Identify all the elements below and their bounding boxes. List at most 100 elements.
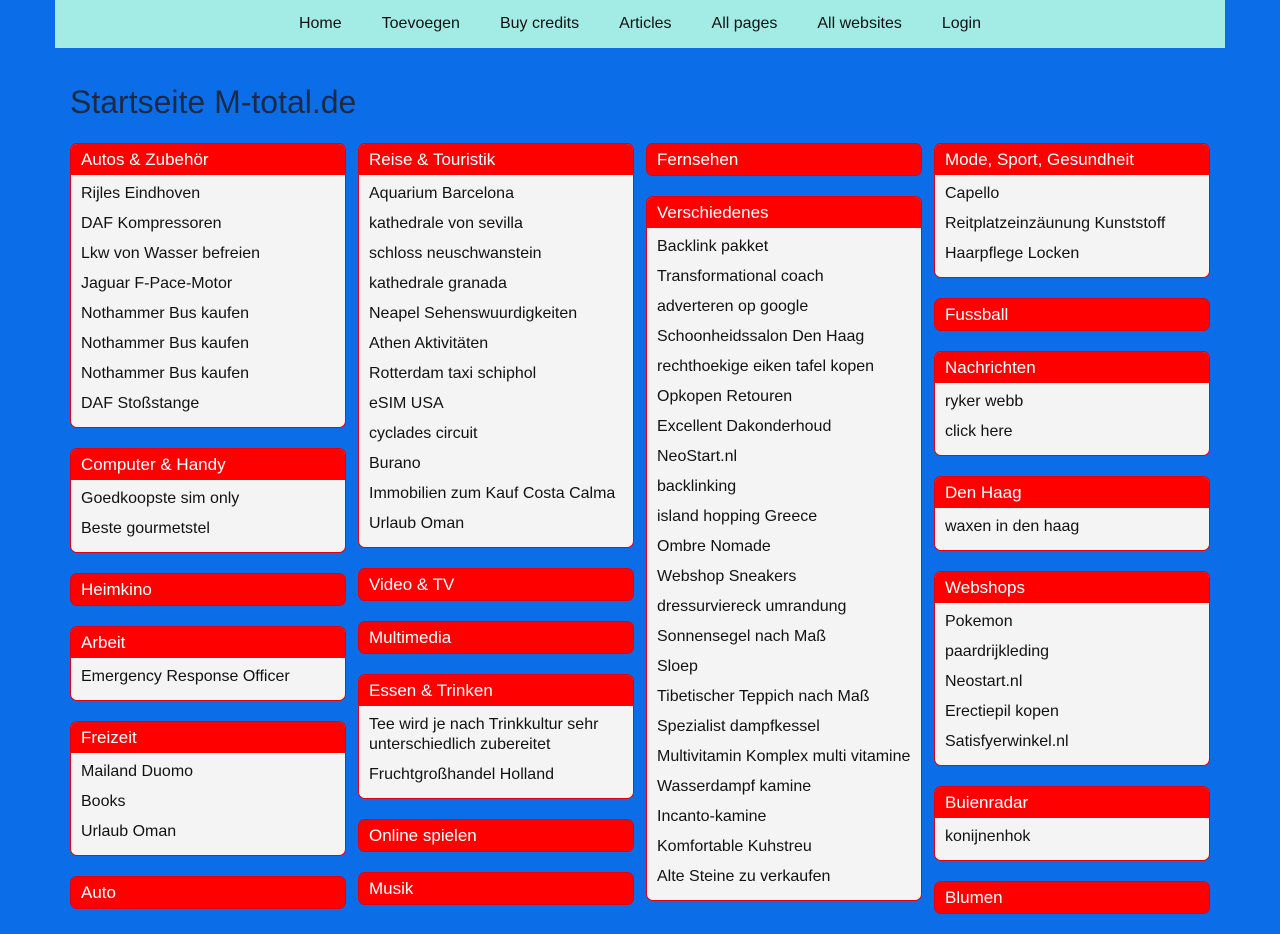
category-link[interactable]: Reitplatzeinzäunung Kunststoff [945, 215, 1166, 232]
category-header[interactable]: Auto [71, 877, 345, 908]
category-header[interactable]: Blumen [935, 882, 1209, 913]
category-link[interactable]: Alte Steine zu verkaufen [657, 868, 831, 885]
nav-buy-credits[interactable]: Buy credits [499, 15, 580, 32]
category-link[interactable]: NeoStart.nl [657, 448, 738, 465]
category-link[interactable]: Wasserdampf kamine [657, 778, 812, 795]
category-link[interactable]: Opkopen Retouren [657, 388, 793, 405]
category-link[interactable]: Excellent Dakonderhoud [657, 418, 832, 435]
category-link[interactable]: Multivitamin Komplex multi vitamine [657, 748, 911, 765]
category-header[interactable]: Mode, Sport, Gesundheit [935, 144, 1209, 175]
category-link[interactable]: konijnenhok [945, 828, 1031, 845]
category-link[interactable]: Nothammer Bus kaufen [81, 365, 250, 382]
category-link[interactable]: adverteren op google [657, 298, 809, 315]
category-link[interactable]: dressurviereck umrandung [657, 598, 847, 615]
category-link[interactable]: island hopping Greece [657, 508, 818, 525]
category-header[interactable]: Arbeit [71, 627, 345, 658]
category-link[interactable]: Nothammer Bus kaufen [81, 305, 250, 322]
category-link[interactable]: Athen Aktivitäten [369, 335, 489, 352]
column-4: Mode, Sport, Gesundheit Capello Reitplatze… [934, 143, 1210, 934]
category-link[interactable]: Capello [945, 185, 1000, 202]
category-link[interactable]: Beste gourmetstel [81, 520, 210, 537]
category-link[interactable]: click here [945, 423, 1013, 440]
category-header[interactable]: Fernsehen [647, 144, 921, 175]
category-link[interactable]: Tee wird je nach Trinkkultur sehr unters… [369, 716, 599, 753]
category-card-webshops: Webshops Pokemon paardrijkleding Neostart.n… [934, 571, 1210, 766]
category-link[interactable]: Fruchtgroßhandel Holland [369, 766, 554, 783]
category-link[interactable]: Burano [369, 455, 421, 472]
category-link[interactable]: DAF Stoßstange [81, 395, 200, 412]
category-header[interactable]: Fussball [935, 299, 1209, 330]
category-link[interactable]: Spezialist dampfkessel [657, 718, 820, 735]
page-title: Startseite M-total.de [70, 84, 357, 120]
category-link[interactable]: Nothammer Bus kaufen [81, 335, 250, 352]
category-link[interactable]: Aquarium Barcelona [369, 185, 514, 202]
category-link[interactable]: Webshop Sneakers [657, 568, 797, 585]
category-link[interactable]: waxen in den haag [945, 518, 1080, 535]
category-header[interactable]: Computer & Handy [71, 449, 345, 480]
nav-articles[interactable]: Articles [619, 15, 672, 32]
category-link[interactable]: kathedrale granada [369, 275, 507, 292]
category-link[interactable]: schloss neuschwanstein [369, 245, 542, 262]
category-link[interactable]: Urlaub Oman [81, 823, 177, 840]
category-card-heimkino: Heimkino [70, 573, 346, 606]
category-link[interactable]: Satisfyerwinkel.nl [945, 733, 1069, 750]
category-link[interactable]: Rotterdam taxi schiphol [369, 365, 537, 382]
category-link[interactable]: Rijles Eindhoven [81, 185, 201, 202]
category-link[interactable]: Pokemon [945, 613, 1013, 630]
category-header[interactable]: Essen & Trinken [359, 675, 633, 706]
category-link[interactable]: Lkw von Wasser befreien [81, 245, 261, 262]
category-link[interactable]: rechthoekige eiken tafel kopen [657, 358, 875, 375]
category-header[interactable]: Verschiedenes [647, 197, 921, 228]
category-link[interactable]: Komfortable Kuhstreu [657, 838, 812, 855]
category-link[interactable]: Tibetischer Teppich nach Maß [657, 688, 870, 705]
category-card-musik: Musik [358, 872, 634, 905]
category-link[interactable]: Backlink pakket [657, 238, 769, 255]
category-header[interactable]: Freizeit [71, 722, 345, 753]
category-card-blumen: Blumen [934, 881, 1210, 914]
category-link[interactable]: paardrijkleding [945, 643, 1050, 660]
category-link[interactable]: Mailand Duomo [81, 763, 194, 780]
category-link-list: Tee wird je nach Trinkkultur sehr unters… [359, 706, 633, 798]
category-link[interactable]: backlinking [657, 478, 737, 495]
category-link[interactable]: cyclades circuit [369, 425, 478, 442]
category-link-list: Backlink pakket Transformational coach adv… [647, 228, 921, 900]
category-link[interactable]: Urlaub Oman [369, 515, 465, 532]
nav-all-websites[interactable]: All websites [817, 15, 902, 32]
category-header[interactable]: Multimedia [359, 622, 633, 653]
category-card-freizeit: Freizeit Mailand Duomo Books Urlaub Oman [70, 721, 346, 856]
category-header[interactable]: Autos & Zubehör [71, 144, 345, 175]
category-header[interactable]: Heimkino [71, 574, 345, 605]
category-card-video-tv: Video & TV [358, 568, 634, 601]
category-link[interactable]: Sonnensegel nach Maß [657, 628, 826, 645]
category-header[interactable]: Video & TV [359, 569, 633, 600]
category-link[interactable]: Jaguar F-Pace-Motor [81, 275, 233, 292]
category-link[interactable]: Goedkoopste sim only [81, 490, 240, 507]
category-header[interactable]: Online spielen [359, 820, 633, 851]
category-link[interactable]: ryker webb [945, 393, 1024, 410]
category-header[interactable]: Nachrichten [935, 352, 1209, 383]
category-link[interactable]: DAF Kompressoren [81, 215, 222, 232]
nav-toevoegen[interactable]: Toevoegen [381, 15, 460, 32]
category-header[interactable]: Reise & Touristik [359, 144, 633, 175]
category-header[interactable]: Musik [359, 873, 633, 904]
category-link[interactable]: Transformational coach [657, 268, 824, 285]
nav-all-pages[interactable]: All pages [711, 15, 778, 32]
category-header[interactable]: Webshops [935, 572, 1209, 603]
category-header[interactable]: Den Haag [935, 477, 1209, 508]
category-link[interactable]: Sloep [657, 658, 698, 675]
category-link[interactable]: Neostart.nl [945, 673, 1023, 690]
category-link[interactable]: Haarpflege Locken [945, 245, 1080, 262]
category-link[interactable]: eSIM USA [369, 395, 444, 412]
category-link[interactable]: Immobilien zum Kauf Costa Calma [369, 485, 616, 502]
category-header[interactable]: Buienradar [935, 787, 1209, 818]
category-link[interactable]: kathedrale von sevilla [369, 215, 523, 232]
category-link[interactable]: Ombre Nomade [657, 538, 771, 555]
category-link[interactable]: Emergency Response Officer [81, 668, 290, 685]
category-link[interactable]: Incanto-kamine [657, 808, 767, 825]
category-link[interactable]: Books [81, 793, 126, 810]
category-link[interactable]: Schoonheidssalon Den Haag [657, 328, 865, 345]
nav-login[interactable]: Login [941, 15, 982, 32]
nav-home[interactable]: Home [298, 15, 342, 32]
category-link[interactable]: Neapel Sehenswuurdigkeiten [369, 305, 578, 322]
category-link[interactable]: Erectiepil kopen [945, 703, 1059, 720]
